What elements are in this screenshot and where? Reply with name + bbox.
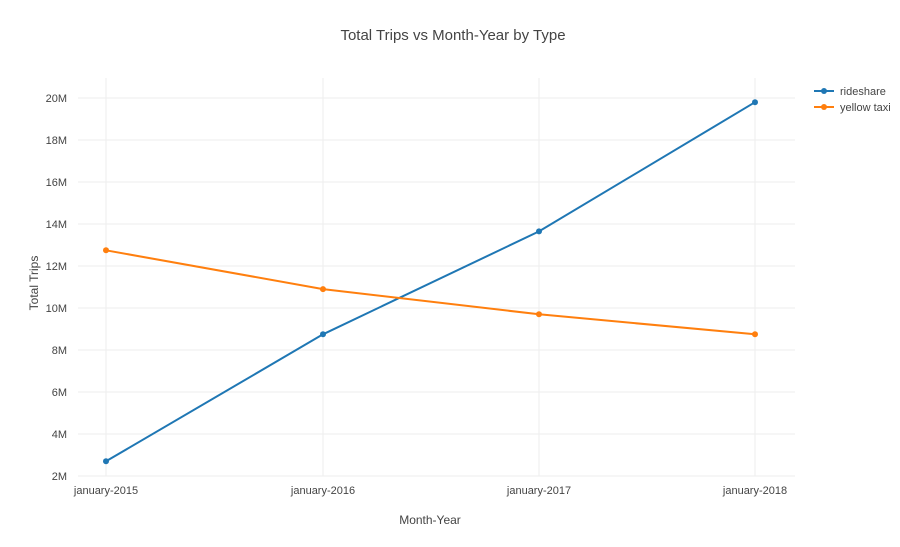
y-tick-label: 16M <box>46 177 67 189</box>
y-grid <box>78 97 795 477</box>
series-line <box>105 101 756 463</box>
data-point[interactable] <box>320 331 326 338</box>
y-tick-label: 18M <box>46 135 67 147</box>
y-tick-label: 4M <box>52 429 67 441</box>
x-tick-label: january-2016 <box>290 485 355 497</box>
data-point[interactable] <box>536 311 542 318</box>
y-tick-label: 6M <box>52 387 67 399</box>
x-tick-label: january-2018 <box>722 485 787 497</box>
data-point[interactable] <box>103 458 109 465</box>
y-axis-title: Total Trips <box>27 256 41 311</box>
y-tick-label: 10M <box>46 303 67 315</box>
chart-title: Total Trips vs Month-Year by Type <box>340 27 565 44</box>
legend-label: rideshare <box>840 86 886 98</box>
data-point[interactable] <box>752 99 758 106</box>
legend-item[interactable]: yellow taxi <box>814 102 891 114</box>
legend-label: yellow taxi <box>840 102 891 114</box>
y-tick-label: 14M <box>46 219 67 231</box>
x-grid <box>105 78 756 476</box>
y-tick-label: 12M <box>46 261 67 273</box>
x-tick-label: january-2017 <box>506 485 571 497</box>
series-line <box>105 249 756 336</box>
y-tick-label: 20M <box>46 93 67 105</box>
y-tick-label: 2M <box>52 471 67 483</box>
data-point[interactable] <box>752 331 758 338</box>
legend[interactable]: rideshare yellow taxi <box>814 86 891 114</box>
data-point[interactable] <box>536 228 542 235</box>
x-axis-ticks: january-2015 january-2016 january-2017 janu… <box>73 485 787 497</box>
y-axis-ticks: 2M 4M 6M 8M 10M 12M 14M 16M 18M 20M <box>46 93 67 483</box>
data-point[interactable] <box>320 286 326 293</box>
legend-marker-icon <box>821 88 827 94</box>
data-point[interactable] <box>103 247 109 254</box>
plot-series <box>103 99 758 465</box>
legend-marker-icon <box>821 104 827 110</box>
x-axis-title: Month-Year <box>399 513 461 527</box>
x-tick-label: january-2015 <box>73 485 138 497</box>
y-tick-label: 8M <box>52 345 67 357</box>
legend-item[interactable]: rideshare <box>814 86 886 98</box>
